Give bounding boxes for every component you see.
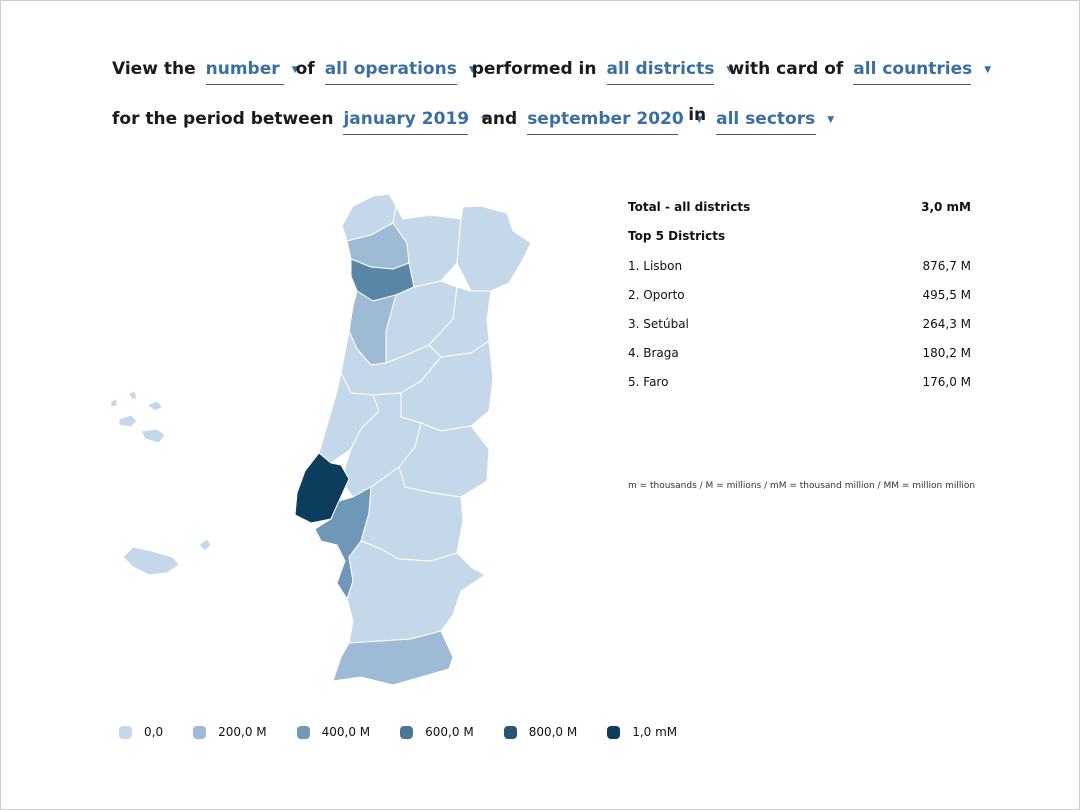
in-label: in — [688, 105, 707, 125]
map-legend: 0,0 200,0 M 400,0 M 600,0 M 800,0 M 1,0 … — [119, 725, 707, 739]
operations-value: all operations — [324, 59, 457, 79]
legend-swatch — [296, 725, 310, 739]
district-name: 1. Lisbon — [628, 258, 683, 273]
region-madeira[interactable] — [122, 538, 212, 576]
district-name: 2. Oporto — [628, 287, 685, 302]
legend-item: 600,0 M — [400, 725, 474, 739]
legend-swatch — [193, 725, 207, 739]
countries-dropdown[interactable]: all countries ▼ — [853, 59, 991, 85]
chevron-down-icon: ▼ — [726, 65, 734, 75]
end-date-value: september 2020 — [527, 109, 684, 129]
region-azores[interactable] — [110, 390, 166, 444]
sectors-value: all sectors — [716, 109, 816, 129]
districts-value: all districts — [606, 59, 715, 79]
legend-item: 0,0 — [119, 725, 163, 739]
district-value: 495,5 M — [922, 287, 971, 302]
legend-label: 600,0 M — [425, 725, 474, 739]
districts-dropdown[interactable]: all districts ▼ — [606, 59, 733, 85]
district-name: 5. Faro — [628, 374, 669, 389]
operations-dropdown[interactable]: all operations ▼ — [324, 59, 476, 85]
and-label: and — [481, 109, 518, 129]
start-date-value: january 2019 — [343, 109, 470, 129]
choropleth-map — [101, 181, 551, 701]
list-item[interactable]: 5. Faro 176,0 M — [628, 367, 971, 396]
countries-value: all countries — [853, 59, 973, 79]
end-date-dropdown[interactable]: september 2020 ▼ — [527, 109, 703, 135]
district-beja[interactable] — [346, 540, 486, 644]
performed-label: performed in — [471, 59, 597, 79]
total-row: Total - all districts 3,0 mM — [628, 197, 971, 217]
legend-label: 0,0 — [144, 725, 164, 739]
list-item[interactable]: 4. Braga 180,2 M — [628, 338, 971, 367]
legend-item: 1,0 mM — [607, 725, 677, 739]
chevron-down-icon: ▼ — [827, 115, 835, 125]
list-item[interactable]: 2. Oporto 495,5 M — [628, 280, 971, 309]
list-item[interactable]: 3. Setúbal 264,3 M — [628, 309, 971, 338]
total-label: Total - all districts — [628, 200, 751, 214]
total-value: 3,0 mM — [921, 200, 971, 214]
district-name: 3. Setúbal — [628, 316, 689, 331]
query-line-2: for the period between january 2019 ▼ an… — [112, 105, 834, 135]
card-label: with card of — [728, 59, 844, 79]
district-value: 176,0 M — [922, 374, 971, 389]
legend-label: 800,0 M — [528, 725, 578, 739]
period-label: for the period between — [112, 109, 334, 129]
units-note: m = thousands / M = millions / mM = thou… — [628, 481, 976, 491]
summary-panel: Total - all districts 3,0 mM Top 5 Distr… — [628, 197, 975, 491]
list-item[interactable]: 1. Lisbon 876,7 M — [628, 251, 971, 280]
legend-swatch — [607, 725, 621, 739]
portugal-map — [110, 193, 532, 686]
legend-item: 400,0 M — [296, 725, 371, 739]
chevron-down-icon: ▼ — [481, 115, 489, 125]
chevron-down-icon: ▼ — [984, 65, 992, 75]
metric-value: number — [205, 59, 280, 79]
legend-item: 800,0 M — [503, 725, 578, 739]
district-faro[interactable] — [332, 630, 454, 686]
district-braganca[interactable] — [456, 205, 532, 292]
top5-heading: Top 5 Districts — [628, 229, 726, 243]
chevron-down-icon: ▼ — [468, 65, 476, 75]
chevron-down-icon: ▼ — [695, 115, 703, 125]
metric-dropdown[interactable]: number ▼ — [205, 59, 299, 85]
legend-item: 200,0 M — [193, 725, 267, 739]
chevron-down-icon: ▼ — [291, 65, 299, 75]
legend-label: 400,0 M — [321, 725, 371, 739]
legend-label: 200,0 M — [218, 725, 267, 739]
legend-swatch — [119, 725, 132, 739]
of-label: of — [295, 59, 315, 79]
sectors-dropdown[interactable]: all sectors ▼ — [716, 109, 834, 135]
district-name: 4. Braga — [628, 345, 679, 360]
district-value: 264,3 M — [922, 316, 971, 331]
start-date-dropdown[interactable]: january 2019 ▼ — [343, 109, 488, 135]
query-line-1: View the number ▼ of all operations ▼ pe… — [112, 59, 991, 85]
legend-swatch — [503, 725, 517, 739]
legend-swatch — [400, 725, 414, 739]
district-value: 876,7 M — [922, 258, 971, 273]
view-label: View the — [112, 59, 196, 79]
district-value: 180,2 M — [922, 345, 971, 360]
legend-label: 1,0 mM — [632, 725, 678, 739]
